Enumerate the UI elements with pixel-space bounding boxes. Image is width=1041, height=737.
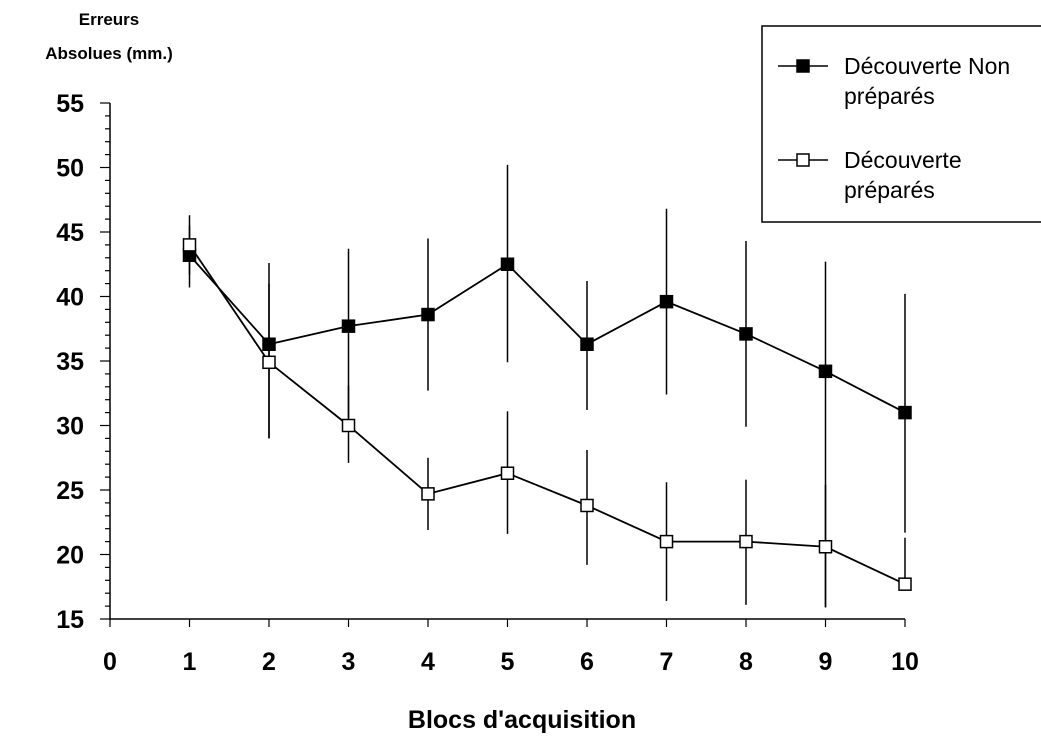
- y-tick-label: 30: [56, 413, 84, 441]
- y-tick-label: 25: [56, 477, 84, 505]
- legend-label-series-2-line2: préparés: [844, 177, 935, 203]
- point-series-2: [739, 534, 753, 549]
- x-tick-label: 6: [580, 648, 594, 676]
- x-tick-label: 7: [660, 648, 674, 676]
- y-tick-label: 35: [56, 348, 84, 376]
- y-tick-label: 40: [56, 284, 84, 312]
- point-series-1: [341, 319, 356, 333]
- y-tick-label: 55: [56, 90, 84, 118]
- point-series-1: [421, 307, 435, 322]
- x-tick-label: 9: [819, 648, 833, 676]
- point-series-2: [818, 540, 833, 554]
- x-tick-label: 0: [103, 648, 117, 676]
- legend-marker-series-1: [796, 59, 810, 73]
- point-series-1: [898, 405, 912, 420]
- y-tick-label: 20: [56, 542, 84, 570]
- point-series-2: [580, 498, 594, 513]
- legend-label-series-2-line1: Découverte: [844, 147, 962, 173]
- legend-box: [761, 25, 1041, 223]
- axes: [100, 102, 906, 627]
- point-series-2: [898, 577, 912, 591]
- x-tick-label: 8: [739, 648, 753, 676]
- series-lines: [188, 244, 906, 585]
- point-series-2: [659, 534, 674, 549]
- x-tick-label: 2: [262, 648, 276, 676]
- x-axis-label: Blocs d'acquisition: [408, 706, 636, 734]
- error-bars: [188, 164, 906, 608]
- line-series-2: [188, 244, 906, 585]
- point-series-2: [341, 418, 356, 433]
- x-tick-label: 3: [342, 648, 356, 676]
- point-series-2: [500, 466, 515, 480]
- legend-label-series-1-line2: préparés: [844, 83, 935, 109]
- y-axis-label-line2: Absolues (mm.): [45, 44, 173, 63]
- y-axis-label-line1: Erreurs: [79, 10, 139, 29]
- point-series-2: [262, 355, 276, 370]
- point-series-2: [421, 487, 435, 501]
- x-tick-label: 10: [891, 648, 919, 676]
- legend: Découverte Non préparés Découverte prépa…: [761, 25, 1041, 223]
- x-tick-label: 5: [501, 648, 515, 676]
- x-tick-label: 1: [183, 648, 197, 676]
- y-tick-label: 15: [56, 606, 84, 634]
- point-series-1: [818, 364, 833, 379]
- point-series-2: [182, 238, 197, 252]
- point-series-1: [739, 327, 753, 341]
- point-series-1: [262, 337, 276, 351]
- y-tick-label: 45: [56, 219, 84, 247]
- x-tick-label: 4: [421, 648, 435, 676]
- line-series-1: [188, 254, 906, 414]
- y-tick-label: 50: [56, 155, 84, 183]
- series-markers: [182, 238, 912, 591]
- point-series-1: [580, 337, 594, 351]
- point-series-1: [500, 257, 515, 271]
- legend-marker-series-2: [796, 153, 810, 167]
- point-series-1: [659, 294, 674, 309]
- legend-label-series-1-line1: Découverte Non: [844, 53, 1010, 79]
